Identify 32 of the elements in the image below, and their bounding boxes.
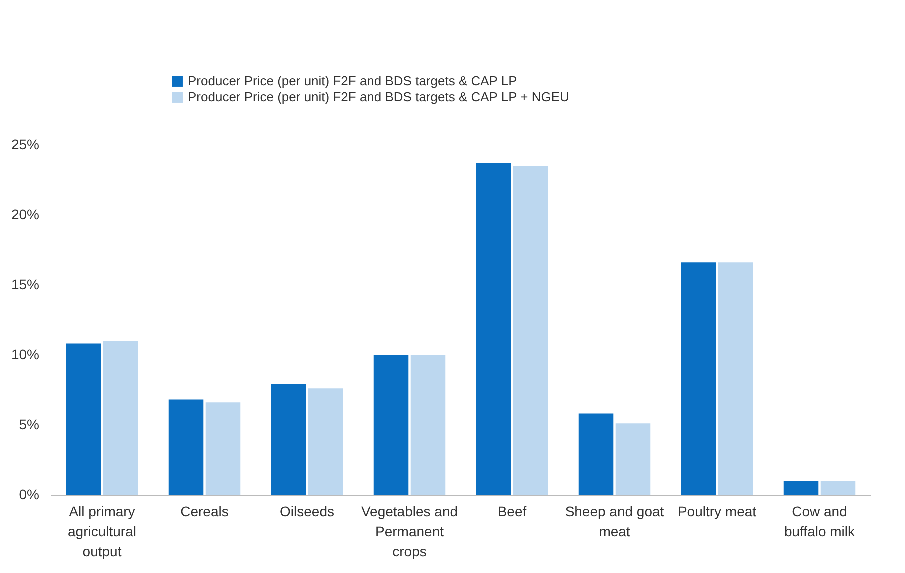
bar	[308, 388, 344, 495]
bar	[616, 424, 651, 495]
y-tick-label: 15%	[11, 276, 40, 292]
x-tick-label: Cow and buffalo milk	[784, 504, 856, 540]
x-tick-label: All primary agricultural output	[68, 504, 136, 560]
bar	[784, 481, 819, 495]
x-tick-label: Poultry meat	[678, 504, 757, 520]
y-tick-label: 0%	[19, 486, 40, 502]
bar	[820, 481, 856, 495]
y-tick-label: 10%	[11, 346, 40, 362]
y-tick-label: 25%	[11, 136, 40, 152]
bar	[374, 355, 409, 495]
x-tick-label: Sheep and goat meat	[565, 504, 664, 540]
x-tick-label: Beef	[498, 504, 527, 520]
y-tick-label: 5%	[19, 416, 40, 432]
x-tick-label: Oilseeds	[280, 504, 334, 520]
bar	[271, 384, 306, 495]
bar	[578, 414, 614, 495]
legend-label: Producer Price (per unit) F2F and BDS targets & CAP LP + NGEU	[188, 90, 570, 104]
bar	[476, 163, 512, 495]
x-tick-label: Cereals	[180, 504, 229, 520]
bar	[410, 355, 446, 495]
y-tick-label: 20%	[11, 206, 40, 222]
bar	[718, 262, 754, 495]
legend-label: Producer Price (per unit) F2F and BDS targets & CAP LP	[188, 74, 518, 88]
bar	[681, 262, 716, 495]
bar	[513, 166, 548, 495]
bar	[103, 341, 138, 495]
bar	[168, 400, 204, 495]
bar	[206, 402, 241, 495]
x-tick-label: Vegetables and Permanent crops	[361, 504, 458, 560]
bar	[66, 344, 102, 495]
